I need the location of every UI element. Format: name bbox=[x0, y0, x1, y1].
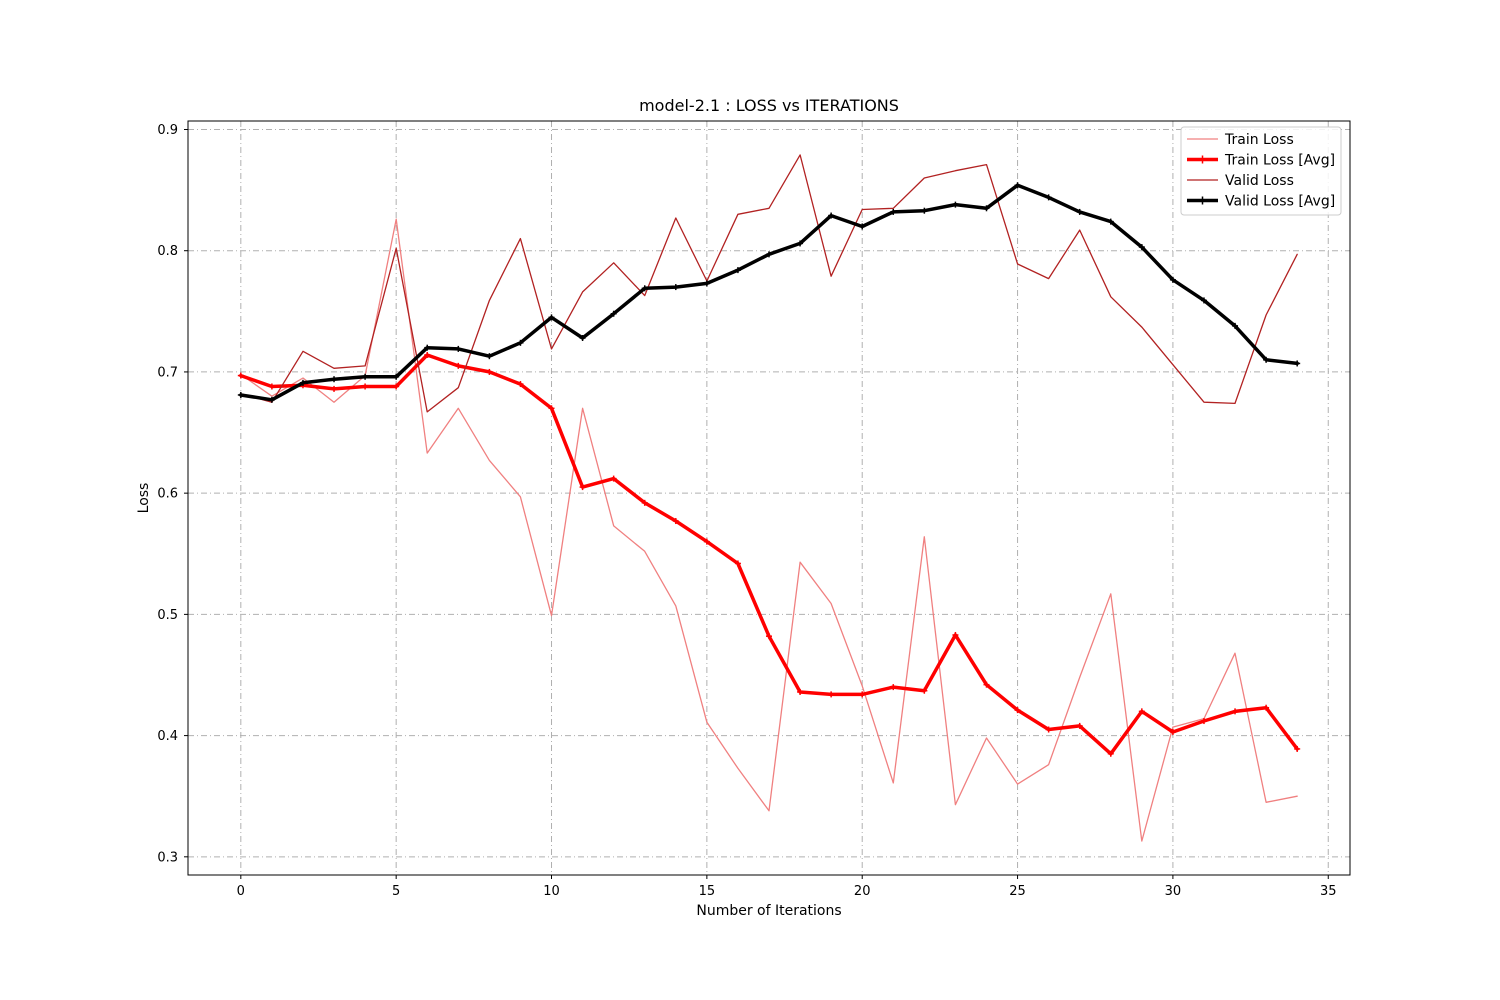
x-tick-label: 30 bbox=[1165, 884, 1182, 899]
legend-label-train-loss-avg: Train Loss [Avg] bbox=[1224, 153, 1335, 169]
x-tick-label: 0 bbox=[237, 884, 245, 899]
axis-ticks: 0 5 10 15 20 25 30 35 0.3 0.4 0.5 0.6 0.7 0.8 0.9 bbox=[157, 123, 1336, 899]
x-tick-label: 15 bbox=[699, 884, 716, 899]
chart-title: model-2.1 : LOSS vs ITERATIONS bbox=[639, 96, 899, 115]
y-tick-label: 0.8 bbox=[157, 244, 178, 259]
legend: Train Loss Train Loss [Avg] Valid Loss Vali… bbox=[1180, 126, 1342, 216]
x-axis-title: Number of Iterations bbox=[696, 903, 841, 919]
y-tick-label: 0.6 bbox=[157, 487, 178, 502]
x-tick-label: 20 bbox=[854, 884, 871, 899]
y-tick-label: 0.4 bbox=[157, 729, 178, 744]
y-axis-title: Loss bbox=[136, 483, 152, 514]
legend-label-valid-loss-avg: Valid Loss [Avg] bbox=[1225, 194, 1335, 210]
legend-label-valid-loss: Valid Loss bbox=[1225, 173, 1294, 189]
y-tick-label: 0.5 bbox=[157, 608, 178, 623]
x-tick-label: 5 bbox=[392, 884, 400, 899]
grid-lines bbox=[188, 121, 1350, 875]
y-tick-label: 0.7 bbox=[157, 365, 178, 380]
y-tick-label: 0.9 bbox=[157, 123, 178, 138]
x-tick-label: 35 bbox=[1320, 884, 1337, 899]
x-tick-label: 10 bbox=[543, 884, 560, 899]
plot-area-frame bbox=[187, 120, 1351, 876]
y-tick-label: 0.3 bbox=[157, 850, 178, 865]
legend-label-train-loss: Train Loss bbox=[1224, 132, 1294, 148]
x-tick-label: 25 bbox=[1009, 884, 1026, 899]
legend-box bbox=[1180, 126, 1342, 216]
plot-series bbox=[237, 154, 1301, 842]
series-line-train-loss bbox=[240, 218, 1298, 842]
